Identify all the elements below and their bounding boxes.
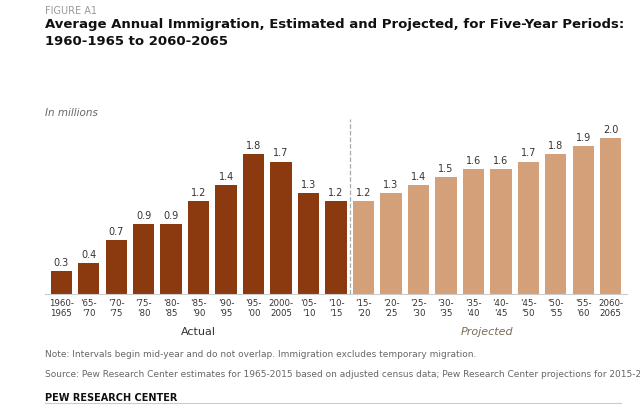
- Bar: [490, 169, 511, 294]
- Bar: [270, 162, 292, 294]
- Bar: [106, 240, 127, 294]
- Bar: [243, 154, 264, 294]
- Text: 1.6: 1.6: [493, 156, 508, 166]
- Bar: [325, 201, 347, 294]
- Bar: [216, 185, 237, 294]
- Bar: [380, 193, 402, 294]
- Text: Note: Intervals begin mid-year and do not overlap. Immigration excludes temporar: Note: Intervals begin mid-year and do no…: [45, 350, 476, 359]
- Bar: [573, 146, 594, 294]
- Text: PEW RESEARCH CENTER: PEW RESEARCH CENTER: [45, 393, 177, 403]
- Text: 1.7: 1.7: [273, 148, 289, 158]
- Text: 1.2: 1.2: [328, 188, 344, 198]
- Text: 1.2: 1.2: [191, 188, 206, 198]
- Bar: [78, 263, 99, 294]
- Bar: [161, 224, 182, 294]
- Bar: [463, 169, 484, 294]
- Text: 1.5: 1.5: [438, 164, 454, 174]
- Text: 0.7: 0.7: [109, 227, 124, 237]
- Text: 0.3: 0.3: [54, 258, 69, 268]
- Text: 1.4: 1.4: [411, 172, 426, 182]
- Text: 1.3: 1.3: [301, 180, 316, 190]
- Text: 1.3: 1.3: [383, 180, 399, 190]
- Text: 0.4: 0.4: [81, 250, 97, 260]
- Text: 1.8: 1.8: [246, 141, 261, 151]
- Bar: [51, 271, 72, 294]
- Text: 1.7: 1.7: [520, 148, 536, 158]
- Text: 0.9: 0.9: [136, 211, 151, 221]
- Text: 1.2: 1.2: [356, 188, 371, 198]
- Bar: [298, 193, 319, 294]
- Text: 0.9: 0.9: [164, 211, 179, 221]
- Bar: [545, 154, 566, 294]
- Text: In millions: In millions: [45, 108, 98, 118]
- Text: Source: Pew Research Center estimates for 1965-2015 based on adjusted census dat: Source: Pew Research Center estimates fo…: [45, 370, 640, 379]
- Text: 2.0: 2.0: [603, 125, 618, 135]
- Text: Average Annual Immigration, Estimated and Projected, for Five-Year Periods:
1960: Average Annual Immigration, Estimated an…: [45, 18, 624, 48]
- Bar: [600, 138, 621, 294]
- Text: 1.4: 1.4: [218, 172, 234, 182]
- Text: FIGURE A1: FIGURE A1: [45, 6, 97, 16]
- Bar: [188, 201, 209, 294]
- Text: 1.8: 1.8: [548, 141, 563, 151]
- Bar: [518, 162, 539, 294]
- Bar: [133, 224, 154, 294]
- Bar: [435, 177, 456, 294]
- Bar: [353, 201, 374, 294]
- Text: Projected: Projected: [461, 327, 513, 337]
- Text: 1.6: 1.6: [466, 156, 481, 166]
- Bar: [408, 185, 429, 294]
- Text: 1.9: 1.9: [575, 133, 591, 143]
- Text: Actual: Actual: [181, 327, 216, 337]
